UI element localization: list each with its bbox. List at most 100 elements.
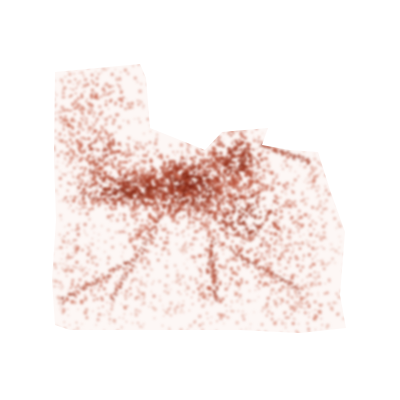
density-point [321,259,324,262]
density-point [59,58,61,60]
density-point [212,284,215,287]
density-point [217,313,220,316]
density-point [97,158,101,162]
density-point [322,231,326,235]
density-point [335,292,338,295]
density-point [62,88,65,91]
density-point [65,264,67,267]
density-point [166,287,168,290]
density-point [253,214,257,218]
density-point [232,310,235,313]
sparse-point [55,325,58,327]
density-point [63,269,65,271]
density-point [257,152,261,157]
density-point [178,216,181,219]
density-point [91,261,95,265]
density-point [203,174,207,178]
density-point [270,122,274,126]
sparse-point [211,196,213,199]
density-point [118,77,122,81]
density-point [135,182,138,184]
sparse-point [88,170,91,172]
sparse-point [122,259,125,261]
density-point [205,268,209,271]
density-point [194,188,197,191]
density-point [239,200,242,203]
road-point [213,281,216,284]
density-point [118,230,122,234]
density-point [139,279,142,283]
density-point [230,233,233,236]
sparse-point [288,296,291,299]
density-point [265,250,269,254]
density-point [187,206,190,208]
density-point [69,156,73,160]
density-point [6,300,9,303]
sparse-point [103,329,105,331]
density-point [143,224,147,228]
density-point [118,160,122,164]
sparse-point [61,83,64,85]
road-point [204,210,207,212]
density-point [299,235,301,238]
density-point [169,301,173,305]
density-point [196,150,199,153]
density-point [233,197,237,201]
density-point [150,237,153,240]
road-point [227,152,230,154]
density-point [194,183,197,186]
density-point [87,126,91,131]
sparse-point [186,205,188,207]
density-point [93,299,95,302]
road-point [240,254,243,257]
sparse-point [274,104,276,107]
density-point [229,245,232,249]
density-point [254,224,257,227]
density-point [239,132,243,136]
density-point [163,192,167,195]
road-point [108,197,111,200]
density-point [87,261,89,264]
density-point [291,201,295,206]
density-point [284,286,287,289]
density-point [300,200,303,202]
sparse-point [111,90,114,93]
density-point [109,293,113,297]
density-point [266,274,269,277]
sparse-point [118,214,121,217]
density-point [92,123,96,127]
density-point [236,282,241,286]
density-point [166,291,170,295]
density-point [74,92,77,95]
density-point [262,237,265,240]
density-point [230,300,233,303]
density-point [109,149,113,152]
density-point [108,318,112,321]
density-point [94,163,98,167]
road-point [282,150,284,152]
density-point [179,208,181,210]
sparse-point [120,303,122,305]
road-point [210,254,213,257]
sparse-point [119,142,121,145]
density-point [114,159,116,161]
density-point [198,324,202,327]
density-point [236,231,239,234]
density-point [222,313,226,318]
sparse-point [130,258,133,260]
road-point [103,177,106,179]
density-point [237,159,241,163]
road-point [222,156,225,159]
road-point [231,249,234,252]
density-point [234,233,238,236]
density-point [208,287,212,291]
density-point [73,156,75,158]
density-point [219,199,221,201]
sparse-point [219,80,221,83]
density-point [123,268,127,271]
road-point [138,203,141,206]
density-point [220,161,223,164]
density-point [172,204,175,207]
road-point [128,197,131,200]
density-point [181,185,185,189]
